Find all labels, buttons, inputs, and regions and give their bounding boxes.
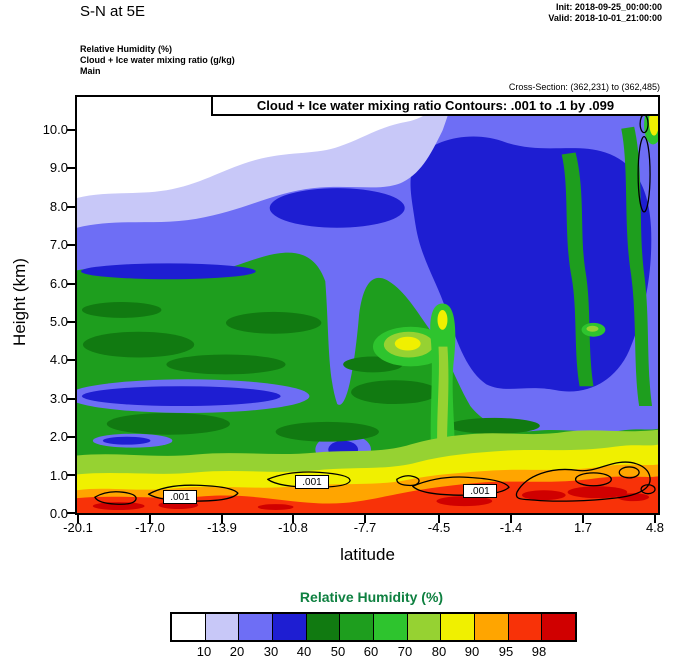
y-tick-mark: [67, 474, 75, 476]
x-tick-mark: [149, 515, 151, 523]
x-tick-label: -10.8: [278, 520, 308, 535]
field-line-domain: Main: [80, 66, 101, 76]
legend-title: Relative Humidity (%): [299, 589, 444, 605]
field-line-cloudice: Cloud + Ice water mixing ratio (g/kg): [80, 55, 235, 65]
y-tick-mark: [67, 167, 75, 169]
x-tick-label: -17.0: [135, 520, 165, 535]
cross-section-note: Cross-Section: (362,231) to (362,485): [508, 82, 660, 92]
contour-value-label: .001: [463, 484, 497, 498]
x-tick-mark: [221, 515, 223, 523]
colorbar-tick-label: 60: [363, 644, 379, 659]
y-tick-label: 3.0: [49, 391, 68, 406]
y-tick-label: 2.0: [49, 429, 68, 444]
y-tick-label: 4.0: [49, 352, 68, 367]
x-tick-mark: [582, 515, 584, 523]
contour-value-label: .001: [295, 475, 329, 489]
valid-time-label: Valid: 2018-10-01_21:00:00: [548, 13, 662, 23]
y-tick-label: 9.0: [49, 160, 68, 175]
y-tick-label: 8.0: [49, 199, 68, 214]
colorbar-cell: [406, 614, 441, 640]
colorbar-cell: [204, 614, 239, 640]
colorbar-cell: [172, 614, 205, 640]
colorbar-cell: [440, 614, 475, 640]
field-line-rh: Relative Humidity (%): [80, 44, 173, 54]
y-axis-label: Height (km): [10, 258, 29, 346]
contour-info-banner: Cloud + Ice water mixing ratio Contours:…: [211, 95, 660, 116]
rh-colorbar: [170, 612, 577, 642]
colorbar-cell: [238, 614, 273, 640]
x-tick-label: -13.9: [207, 520, 237, 535]
plotted-fields-list: Relative Humidity (%) Cloud + Ice water …: [80, 44, 235, 77]
y-tick-mark: [67, 436, 75, 438]
y-tick-label: 0.0: [49, 506, 68, 521]
rh-cloud-cross-section-plot: [77, 97, 658, 513]
y-tick-mark: [67, 283, 75, 285]
y-tick-mark: [67, 244, 75, 246]
y-tick-mark: [67, 359, 75, 361]
x-tick-mark: [292, 515, 294, 523]
x-tick-label: -4.5: [427, 520, 451, 535]
colorbar-tick-label: 90: [464, 644, 480, 659]
colorbar-tick-label: 98: [531, 644, 547, 659]
x-tick-label: -7.7: [353, 520, 377, 535]
y-tick-label: 5.0: [49, 314, 68, 329]
colorbar-cell: [305, 614, 340, 640]
x-tick-label: 1.7: [573, 520, 593, 535]
y-tick-mark: [67, 321, 75, 323]
rh-fill-layers: [77, 97, 658, 513]
colorbar-cell: [474, 614, 508, 640]
x-tick-mark: [438, 515, 440, 523]
x-tick-mark: [77, 515, 79, 523]
colorbar-tick-label: 95: [498, 644, 514, 659]
page-title: S-N at 5E: [80, 3, 146, 20]
colorbar-tick-label: 50: [330, 644, 346, 659]
model-run-info: Init: 2018-09-25_00:00:00 Valid: 2018-10…: [548, 2, 662, 24]
x-axis-label: latitude: [340, 545, 395, 564]
y-tick-label: 1.0: [49, 468, 68, 483]
y-tick-mark: [67, 129, 75, 131]
y-tick-mark: [67, 206, 75, 208]
x-tick-label: -20.1: [63, 520, 93, 535]
colorbar-cell: [373, 614, 407, 640]
y-tick-mark: [67, 398, 75, 400]
colorbar-tick-label: 10: [196, 644, 212, 659]
colorbar-cell: [272, 614, 306, 640]
x-tick-label: 4.8: [645, 520, 665, 535]
init-time-label: Init: 2018-09-25_00:00:00: [555, 2, 662, 12]
y-tick-label: 7.0: [49, 237, 68, 252]
colorbar-tick-label: 30: [263, 644, 279, 659]
x-tick-mark: [364, 515, 366, 523]
x-tick-mark: [510, 515, 512, 523]
colorbar-cell: [339, 614, 374, 640]
y-tick-label: 6.0: [49, 276, 68, 291]
contour-value-label: .001: [163, 490, 197, 504]
colorbar-tick-label: 70: [397, 644, 413, 659]
x-tick-label: -1.4: [499, 520, 523, 535]
colorbar-tick-label: 80: [431, 644, 447, 659]
cross-section-plot-frame: Cloud + Ice water mixing ratio Contours:…: [75, 95, 660, 515]
colorbar-cell: [541, 614, 576, 640]
colorbar-tick-label: 40: [296, 644, 312, 659]
x-tick-mark: [654, 515, 656, 523]
y-tick-label: 10.0: [42, 122, 68, 137]
colorbar-tick-label: 20: [229, 644, 245, 659]
colorbar-cell: [507, 614, 542, 640]
y-tick-mark: [67, 512, 75, 514]
